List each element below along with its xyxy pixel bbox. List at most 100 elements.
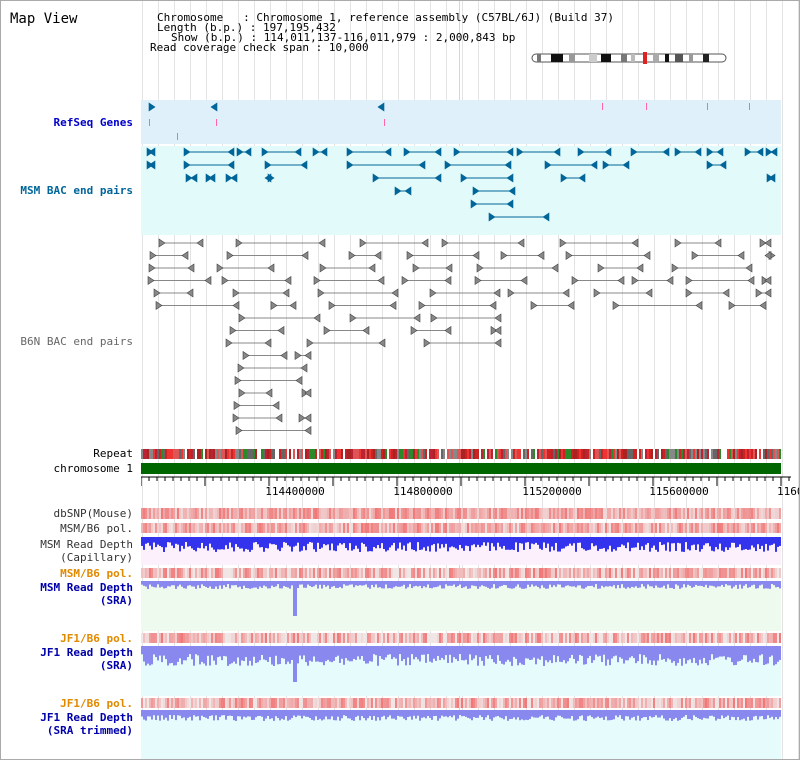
pol-cell bbox=[195, 698, 197, 708]
refseq-features[interactable] bbox=[141, 100, 781, 144]
pol-cell bbox=[363, 568, 365, 578]
repeat-segment bbox=[533, 449, 535, 459]
depth-bar bbox=[457, 646, 459, 662]
refseq-track[interactable] bbox=[141, 100, 781, 144]
msm-b6-pol-track-1[interactable] bbox=[141, 523, 781, 533]
repeat-segment bbox=[727, 449, 729, 459]
pol-cell bbox=[705, 568, 707, 578]
depth-bar bbox=[151, 710, 153, 720]
msm-bac-track[interactable] bbox=[141, 146, 781, 235]
dbsnp-track[interactable] bbox=[141, 508, 781, 519]
msm-b6-pol-track-2[interactable] bbox=[141, 568, 781, 578]
depth-bar bbox=[651, 646, 653, 665]
pol-cell bbox=[519, 523, 521, 533]
depth-bar bbox=[361, 537, 363, 543]
pol-cell bbox=[159, 633, 161, 643]
pol-cell bbox=[559, 698, 561, 708]
pol-cell bbox=[751, 568, 753, 578]
dbsnp-cell bbox=[445, 508, 447, 519]
depth-bar bbox=[723, 710, 725, 719]
pol-cell bbox=[613, 633, 615, 643]
dbsnp-cell bbox=[671, 508, 673, 519]
refseq-gene-marker bbox=[707, 103, 708, 110]
depth-bar bbox=[231, 646, 233, 664]
depth-bar bbox=[401, 581, 403, 587]
repeat-track[interactable] bbox=[141, 449, 781, 459]
depth-bar bbox=[237, 537, 239, 547]
pol-cell bbox=[211, 698, 213, 708]
pol-cell bbox=[311, 698, 313, 708]
depth-bar bbox=[643, 710, 645, 718]
pol-cell bbox=[527, 568, 529, 578]
msm-depth-sra-track[interactable] bbox=[141, 581, 781, 631]
depth-bar bbox=[361, 581, 363, 586]
b6n-bac-pair-end bbox=[264, 338, 272, 348]
pol-cell bbox=[141, 698, 143, 708]
pol-cell bbox=[691, 698, 693, 708]
pol-cell bbox=[295, 633, 297, 643]
repeat-segment bbox=[691, 449, 693, 459]
depth-bar bbox=[419, 710, 421, 721]
repeat-segment bbox=[613, 449, 615, 459]
repeat-segment bbox=[155, 449, 157, 459]
b6n-bac-features[interactable] bbox=[141, 236, 781, 446]
depth-bar bbox=[389, 710, 391, 716]
depth-bar bbox=[627, 537, 629, 543]
depth-bar bbox=[321, 710, 323, 721]
pol-cell bbox=[237, 568, 239, 578]
repeat-segment bbox=[681, 449, 683, 459]
repeat-segment bbox=[757, 449, 759, 459]
dbsnp-cell bbox=[325, 508, 327, 519]
grid-line bbox=[542, 1, 543, 759]
pol-cell bbox=[141, 523, 143, 533]
depth-bar bbox=[753, 646, 755, 659]
repeat-segment bbox=[157, 449, 159, 459]
pol-cell bbox=[471, 568, 473, 578]
dbsnp-cell bbox=[357, 508, 359, 519]
b6n-bac-pair-end bbox=[489, 300, 497, 311]
depth-bar bbox=[549, 581, 551, 585]
repeat-segment bbox=[161, 449, 163, 459]
depth-bar bbox=[591, 646, 593, 663]
depth-bar bbox=[169, 581, 171, 587]
b6n-bac-pair-end bbox=[674, 238, 682, 248]
pol-cell bbox=[629, 568, 631, 578]
depth-bar bbox=[687, 537, 689, 550]
pol-cell bbox=[605, 698, 607, 708]
pol-cell bbox=[363, 633, 365, 643]
depth-bar bbox=[321, 581, 323, 589]
pol-cell bbox=[373, 568, 375, 578]
depth-bar bbox=[583, 646, 585, 665]
chromosome-ideogram[interactable] bbox=[529, 51, 729, 65]
pol-cell bbox=[695, 568, 697, 578]
depth-bar bbox=[377, 581, 379, 588]
chromosome-bar[interactable] bbox=[141, 463, 781, 474]
depth-bar bbox=[247, 646, 249, 666]
pol-cell bbox=[155, 568, 157, 578]
dbsnp-cell bbox=[757, 508, 759, 519]
b6n-bac-pair-end bbox=[593, 288, 601, 298]
depth-bar bbox=[339, 646, 341, 663]
jf1-depth-trimmed-track[interactable] bbox=[141, 710, 781, 730]
depth-bar bbox=[671, 646, 673, 663]
depth-bar bbox=[659, 581, 661, 588]
msm-bac-features[interactable] bbox=[141, 146, 781, 236]
b6n-bac-pair-end bbox=[429, 288, 437, 298]
depth-bar bbox=[199, 581, 201, 589]
jf1-b6-pol-track-1[interactable] bbox=[141, 633, 781, 643]
dbsnp-cell bbox=[313, 508, 315, 519]
b6n-bac-pair-end bbox=[304, 388, 312, 398]
depth-bar bbox=[299, 646, 301, 656]
jf1-depth-sra-track[interactable] bbox=[141, 646, 781, 696]
depth-bar bbox=[457, 537, 459, 550]
repeat-segment bbox=[455, 449, 457, 459]
depth-bar bbox=[657, 537, 659, 552]
depth-bar bbox=[561, 646, 563, 663]
depth-bar bbox=[401, 710, 403, 717]
pol-cell bbox=[467, 568, 469, 578]
pol-cell bbox=[563, 568, 565, 578]
pol-cell bbox=[179, 633, 181, 643]
depth-bar bbox=[431, 581, 433, 589]
jf1-b6-pol-track-2[interactable] bbox=[141, 698, 781, 708]
msm-depth-capillary-track[interactable] bbox=[141, 537, 781, 565]
